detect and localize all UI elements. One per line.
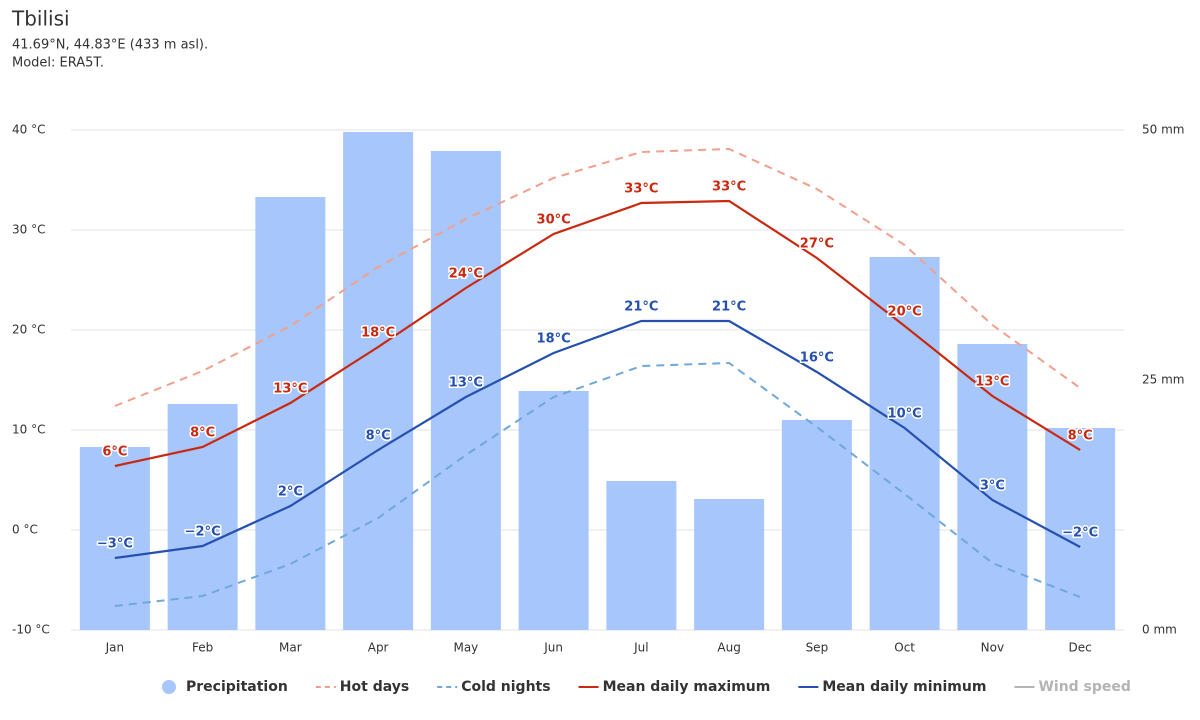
legend-label: Mean daily maximum xyxy=(603,679,771,695)
x-tick-label: Apr xyxy=(368,641,389,655)
data-label: 3°C xyxy=(980,479,1005,494)
x-tick-label: Nov xyxy=(981,641,1004,655)
data-label: 21°C xyxy=(624,300,658,315)
data-label: 13°C xyxy=(273,382,307,397)
x-tick-label: Sep xyxy=(806,641,829,655)
legend-label: Precipitation xyxy=(186,679,288,695)
y-tick-label: -10 °C xyxy=(12,623,50,637)
chart-title: Tbilisi xyxy=(11,7,70,31)
legend-label: Cold nights xyxy=(461,679,550,695)
data-label: 18°C xyxy=(537,332,571,347)
data-label: 16°C xyxy=(800,351,834,366)
data-label: 33°C xyxy=(624,182,658,197)
data-label: 10°C xyxy=(888,407,922,422)
y-tick-label: 30 °C xyxy=(12,223,45,237)
data-label: 30°C xyxy=(537,213,571,228)
bar xyxy=(343,132,414,630)
data-label: 6°C xyxy=(102,445,127,460)
x-tick-label: Feb xyxy=(192,641,213,655)
data-label: 24°C xyxy=(449,267,483,282)
y-tick-label: 40 °C xyxy=(12,123,45,137)
legend-label: Hot days xyxy=(340,679,409,695)
data-label: 8°C xyxy=(190,426,215,441)
y-tick-label: 20 °C xyxy=(12,323,45,337)
x-tick-label: Oct xyxy=(894,641,915,655)
line xyxy=(114,319,1081,560)
data-label: 8°C xyxy=(1068,429,1093,444)
y2-tick-label: 25 mm xyxy=(1142,373,1184,387)
bar xyxy=(781,420,852,630)
data-label: −2°C xyxy=(1062,526,1098,541)
data-label: −3°C xyxy=(97,537,133,552)
x-tick-label: Jun xyxy=(543,641,563,655)
chart-subtitle: Model: ERA5T. xyxy=(12,56,104,71)
line xyxy=(114,199,1081,468)
bar xyxy=(518,391,589,630)
data-label: 2°C xyxy=(278,485,303,500)
bar xyxy=(255,197,326,630)
x-tick-label: Mar xyxy=(279,641,302,655)
data-label: 21°C xyxy=(712,300,746,315)
bar xyxy=(694,499,765,630)
data-label: 8°C xyxy=(366,429,391,444)
x-tick-label: Jan xyxy=(105,641,125,655)
data-label: 27°C xyxy=(800,237,834,252)
x-tick-label: May xyxy=(453,641,478,655)
bar xyxy=(606,481,677,630)
data-label: 13°C xyxy=(449,376,483,391)
legend-label: Wind speed xyxy=(1038,679,1130,695)
data-label: 18°C xyxy=(361,326,395,341)
y-tick-label: 0 °C xyxy=(12,523,38,537)
chart-subtitle: 41.69°N, 44.83°E (433 m asl). xyxy=(12,38,208,53)
bar xyxy=(869,257,940,630)
x-tick-label: Jul xyxy=(633,641,648,655)
data-label: 33°C xyxy=(712,180,746,195)
y-tick-label: 10 °C xyxy=(12,423,45,437)
y2-tick-label: 0 mm xyxy=(1142,623,1177,637)
data-label: 13°C xyxy=(975,375,1009,390)
y2-tick-label: 50 mm xyxy=(1142,123,1184,137)
bar xyxy=(79,447,150,630)
x-tick-label: Dec xyxy=(1069,641,1092,655)
data-label: 20°C xyxy=(888,305,922,320)
line xyxy=(114,361,1081,607)
bar xyxy=(430,151,501,630)
bar xyxy=(957,344,1028,630)
x-tick-label: Aug xyxy=(717,641,740,655)
legend-marker xyxy=(162,680,176,694)
data-label: −2°C xyxy=(185,525,221,540)
bar xyxy=(167,404,238,630)
legend-label: Mean daily minimum xyxy=(822,679,986,695)
